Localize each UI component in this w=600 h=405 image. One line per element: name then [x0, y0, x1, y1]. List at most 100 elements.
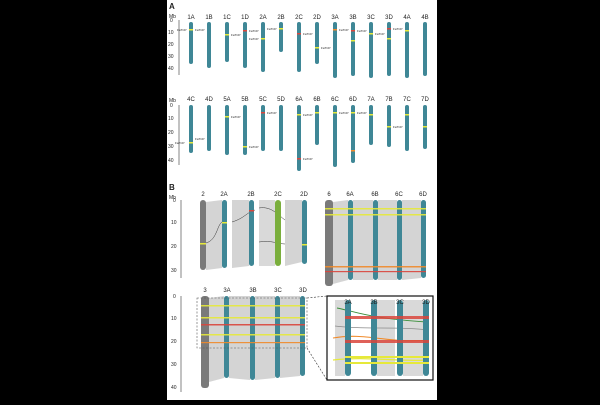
chromosome-bar	[297, 105, 301, 171]
axis-tick: 40	[168, 66, 174, 72]
gene-label: FaTCP	[393, 27, 403, 31]
chromosome-label: 6	[327, 192, 331, 198]
gene-label: FaTCP	[357, 29, 367, 33]
chromosome-bar	[351, 22, 355, 76]
gene-label: FaTCP	[249, 37, 259, 41]
chromosome-bar	[279, 22, 283, 52]
chromosome-bar	[261, 22, 265, 72]
chromosome-label: 4B	[421, 15, 428, 21]
chromosome-label: 2	[201, 192, 205, 198]
chromosome-bar	[225, 22, 229, 62]
axis-tick: 20	[171, 244, 177, 250]
chromosome-bar	[207, 105, 211, 151]
chromosome-label: 2B	[247, 192, 254, 198]
axis-tick: 10	[171, 220, 177, 226]
chromosome-label: 2C	[295, 15, 303, 21]
axis-tick: 10	[168, 30, 174, 36]
gene-label: FaTCP	[339, 28, 349, 32]
chromosome-bar	[371, 300, 377, 376]
axis-tick: 0	[170, 103, 173, 109]
chromosome-label: 7D	[421, 97, 429, 103]
figure-canvas: A Mb 0 10 20 30 40 1A 1B 1C 1D 2A 2B 2C …	[168, 2, 434, 392]
gene-label: FaTCP	[195, 137, 205, 141]
reference-chromosome	[200, 200, 206, 270]
chromosome-label: 3	[203, 288, 207, 294]
panel-a-row2-chromosomes	[189, 105, 427, 171]
chromosome-bar	[423, 300, 429, 376]
panel-a-row2-gene-markers	[189, 112, 427, 160]
chromosome-label: 5A	[223, 97, 230, 103]
gene-label: FaTCP	[339, 111, 349, 115]
panel-b-bottom-axis: 0 10 20 30 40	[171, 294, 182, 392]
gene-label: FaTCP	[231, 115, 241, 119]
panel-a-row1-gene-markers	[189, 28, 409, 49]
chromosome-label: 3C	[367, 15, 375, 21]
chromosome-bar	[423, 22, 427, 76]
chromosome-label: 3B	[249, 288, 256, 294]
zoom-inset	[326, 295, 434, 381]
panel-a-row2-gene-labels: FaTCP FaTCP FaTCP FaTCP FaTCP FaTCP FaTC…	[175, 111, 403, 161]
synteny-group-6-labels: 6 6A 6B 6C 6D	[327, 192, 427, 198]
gene-label: FaTCP	[195, 28, 205, 32]
chromosome-label: 6B	[313, 97, 320, 103]
chromosome-label: 3C	[274, 288, 282, 294]
gene-label: FaTCP	[267, 27, 277, 31]
chromosome-bar	[224, 296, 229, 378]
gene-label: FaTCP	[267, 111, 277, 115]
chromosome-bar	[421, 200, 426, 278]
chromosome-label: 1A	[187, 15, 194, 21]
chromosome-bar	[243, 105, 247, 155]
chromosome-bar-2c	[275, 200, 281, 266]
gene-label: FaTCP	[249, 145, 259, 149]
chromosome-label: 2A	[220, 192, 227, 198]
synteny-group-3	[196, 295, 328, 388]
chromosome-bar	[315, 105, 319, 145]
synteny-group-2-labels: 2 2A 2B 2C 2D	[201, 192, 308, 198]
chromosome-bar	[348, 200, 353, 280]
panel-b-label: B	[169, 183, 175, 192]
panel-b-axis-unit: Mb	[169, 195, 176, 201]
synteny-group-3-labels: 3 3A 3B 3C 3D	[203, 288, 307, 294]
chromosome-bar	[369, 22, 373, 78]
gene-label: FaTCP	[393, 125, 403, 129]
chromosome-label: 6B	[371, 192, 378, 198]
chromosome-label: 6A	[295, 97, 302, 103]
panel-a-row1-gene-labels: FaTCP FaTCP FaTCP FaTCP FaTCP FaTCP FaTC…	[177, 27, 403, 50]
chromosome-label: 3A	[223, 288, 230, 294]
chromosome-bar	[250, 296, 255, 380]
panel-b-top-axis: 0 10 20 30	[171, 198, 182, 278]
chromosome-label: 6A	[346, 192, 353, 198]
gene-label: FaTCP	[375, 32, 385, 36]
chromosome-label: 6D	[349, 97, 357, 103]
chromosome-label: 7C	[403, 97, 411, 103]
synteny-group-6	[325, 200, 426, 286]
chromosome-bar	[302, 200, 307, 264]
panel-a-row2-axis-unit: Mb	[169, 98, 176, 104]
chromosome-bar	[405, 105, 409, 151]
chromosome-bar	[189, 22, 193, 64]
chromosome-label: 2A	[259, 15, 266, 21]
panel-a-row1-axis: 0 10 20 30 40	[168, 18, 180, 75]
gene-label: FaTCP	[321, 46, 331, 50]
chromosome-label: 4D	[205, 97, 213, 103]
panel-a-label: A	[169, 2, 175, 11]
chromosome-label: 3D	[299, 288, 307, 294]
chromosome-bar	[225, 105, 229, 155]
axis-tick: 40	[168, 158, 174, 164]
chromosome-label: 3C	[396, 300, 404, 306]
axis-tick: 20	[171, 339, 177, 345]
chromosome-label: 5D	[277, 97, 285, 103]
axis-tick: 0	[173, 294, 176, 300]
axis-tick: 40	[171, 385, 177, 391]
chromosome-bar	[405, 22, 409, 78]
chromosome-label: 6C	[395, 192, 403, 198]
chromosome-bar	[189, 105, 193, 153]
chromosome-bar	[345, 300, 351, 376]
chromosome-bar	[315, 22, 319, 64]
chromosome-label: 1B	[205, 15, 212, 21]
chromosome-bar	[207, 22, 211, 68]
chromosome-label: 3D	[422, 300, 430, 306]
gene-label: FaTCP	[303, 113, 313, 117]
chromosome-label: 3A	[344, 300, 351, 306]
chromosome-label: 3A	[331, 15, 338, 21]
